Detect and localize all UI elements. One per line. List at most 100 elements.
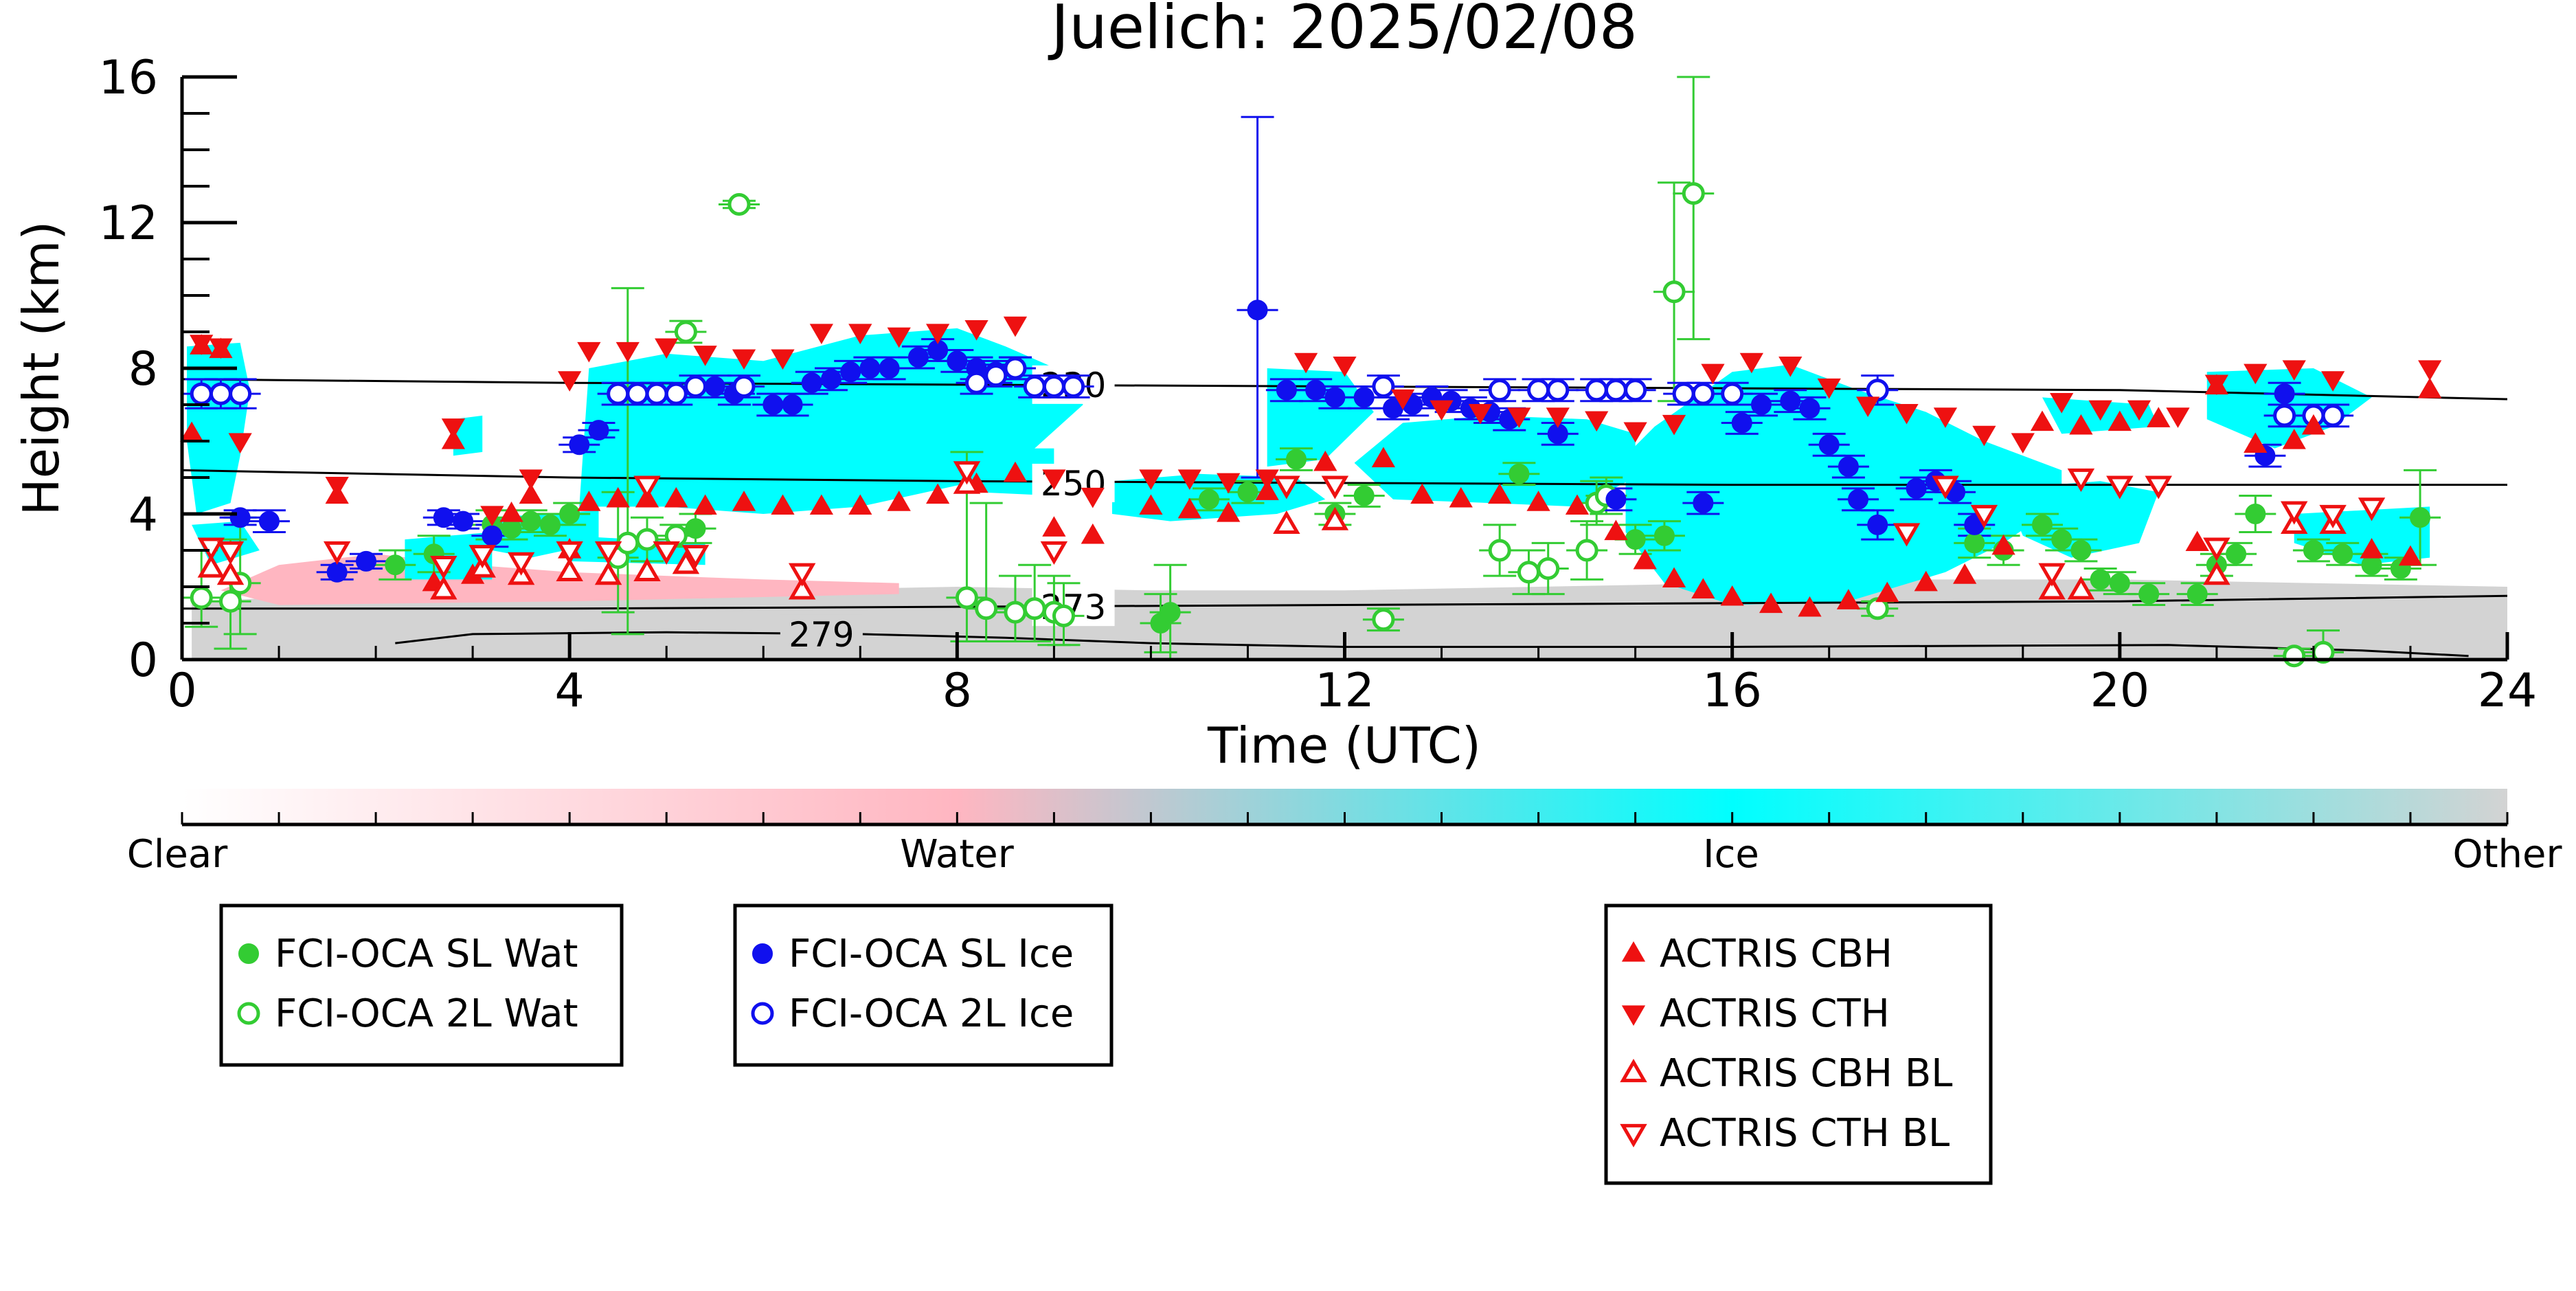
fci-oca-sl-wat-point — [2332, 543, 2353, 565]
legend-marker-actris-cbh — [1621, 941, 1646, 962]
actris-cth-point — [1778, 357, 1803, 377]
actris-cbh-point — [1691, 578, 1715, 598]
colorbar-label-other: Other — [2452, 832, 2562, 877]
actris-cth-point — [1390, 389, 1415, 410]
actris-cth-bl-point — [1932, 475, 1959, 499]
fci-oca-sl-wat-point — [2410, 507, 2431, 528]
legend-frame — [219, 903, 624, 1067]
legend-item-fci-oca-sl-wat: FCI-OCA SL Wat — [238, 932, 578, 976]
actris-cth-point — [441, 418, 466, 439]
fci-oca-2l-ice-point — [607, 382, 630, 405]
fci-oca-sl-ice-point — [782, 394, 803, 415]
fci-oca-sl-ice-point — [1848, 489, 1869, 510]
fci-oca-sl-ice-point — [1276, 379, 1297, 401]
fci-oca-sl-wat-point — [1653, 525, 1675, 546]
actris-cth-point — [771, 349, 795, 370]
actris-cbh-point — [1313, 450, 1337, 471]
fci-oca-sl-ice-point — [2274, 383, 2295, 405]
colorbar-ticks — [181, 812, 2509, 824]
actris-cbh-bl-point — [197, 554, 225, 578]
fci-oca-sl-ice-point — [229, 507, 251, 528]
fci-oca-2l-ice-point — [1624, 379, 1647, 402]
fci-oca-sl-wat-point — [2070, 540, 2092, 561]
actris-cbh-point — [1798, 596, 1822, 617]
fci-oca-sl-ice-point — [1799, 398, 1820, 419]
fci-oca-sl-wat-point — [1199, 489, 1220, 510]
legend-marker-actris-cth — [1621, 1005, 1646, 1026]
fci-oca-sl-ice-point — [1324, 387, 1346, 408]
actris-cbh-bl-point — [1273, 510, 1300, 535]
chart-title: Juelich: 2025/02/08 — [1048, 0, 1638, 63]
fci-oca-2l-wat-point — [1682, 182, 1705, 205]
contour-label-279: 279 — [789, 615, 854, 655]
fci-oca-sl-ice-point — [704, 376, 725, 397]
actris-cth-point — [480, 506, 504, 526]
x-tick-label: 12 — [1315, 664, 1375, 718]
fci-oca-2l-ice-point — [209, 382, 232, 405]
actris-cbh-point — [1488, 483, 1512, 504]
fci-oca-sl-ice-point — [1838, 456, 1859, 478]
fci-oca-2l-wat-point — [1662, 280, 1686, 304]
actris-cbh-point — [606, 486, 630, 508]
actris-cbh-point — [2282, 429, 2306, 449]
fci-oca-sl-ice-point — [801, 372, 822, 394]
contour-line-279 — [395, 631, 2469, 658]
legend-marker-actris-cth-bl — [1620, 1123, 1647, 1147]
actris-cbh-point — [2108, 410, 2132, 431]
x-axis-label: Time (UTC) — [1207, 717, 1481, 774]
legend-marker-fci-oca-2l-ice — [751, 1002, 774, 1025]
fci-oca-sl-ice-point — [947, 350, 968, 372]
actris-cth-bl-point — [681, 545, 710, 569]
actris-cbh-point — [732, 491, 756, 511]
fci-oca-sl-wat-point — [1160, 602, 1181, 623]
actris-cth-point — [655, 338, 679, 359]
actris-cbh-point — [2244, 432, 2268, 453]
y-tick-label: 12 — [98, 197, 158, 251]
fci-oca-2l-ice-point — [1546, 379, 1570, 402]
actris-cth-bl-point — [556, 541, 583, 565]
fci-oca-sl-ice-point — [1867, 514, 1888, 535]
actris-cth-point — [1003, 316, 1028, 337]
data-markers — [179, 182, 2442, 668]
actris-cth-point — [2127, 400, 2151, 421]
legend-box-1: FCI-OCA SL Wat FCI-OCA 2L Wat — [219, 903, 624, 1067]
fci-oca-sl-ice-point — [1750, 394, 1772, 415]
fci-oca-2l-wat-point — [727, 193, 751, 216]
actris-cth-point — [1333, 357, 1357, 377]
actris-cth-point — [2050, 393, 2074, 414]
actris-cbh-point — [1177, 497, 1201, 519]
legend-item-fci-oca-sl-ice: FCI-OCA SL Ice — [752, 932, 1074, 976]
legends: FCI-OCA SL Wat FCI-OCA 2L Wat FCI-OCA SL I… — [219, 903, 1993, 1185]
cloud-region-other-0 — [192, 579, 2507, 660]
legend-label-fci-oca-2l-ice: FCI-OCA 2L Ice — [789, 991, 1074, 1036]
actris-cth-bl-point — [1040, 541, 1068, 565]
actris-cbh-point — [693, 494, 717, 515]
fci-oca-2l-ice-point — [732, 375, 756, 398]
fci-oca-sl-wat-point — [1625, 529, 1646, 550]
fci-oca-sl-wat-point — [2303, 540, 2324, 561]
actris-cbh-point — [2360, 538, 2384, 559]
fci-oca-2l-ice-point — [1488, 379, 1511, 402]
actris-cbh-point — [771, 494, 795, 515]
colorbar-label-water: Water — [900, 832, 1015, 877]
fci-oca-sl-wat-point — [2187, 583, 2208, 605]
fci-oca-sl-ice-point — [1305, 379, 1326, 401]
actris-cth-point — [1701, 363, 1725, 385]
y-tick-label: 4 — [128, 488, 158, 542]
actris-cth-point — [1933, 407, 1958, 428]
fci-oca-sl-ice-point — [820, 368, 841, 390]
fci-oca-2l-wat-point — [1517, 561, 1540, 584]
fci-oca-2l-wat-point — [190, 586, 213, 609]
actris-cth-bl-point — [216, 541, 245, 565]
y-axis-label: Height (km) — [12, 221, 70, 516]
x-tick-label: 16 — [1702, 664, 1762, 718]
actris-cbh-point — [1526, 491, 1550, 511]
legend-label-fci-oca-sl-ice: FCI-OCA SL Ice — [789, 932, 1074, 976]
actris-cth-point — [2418, 360, 2442, 381]
actris-cth-bl-point — [653, 541, 680, 565]
actris-cth-point — [964, 320, 988, 341]
actris-cbh-point — [1371, 447, 1396, 468]
fci-oca-sl-wat-point — [1509, 463, 1530, 484]
